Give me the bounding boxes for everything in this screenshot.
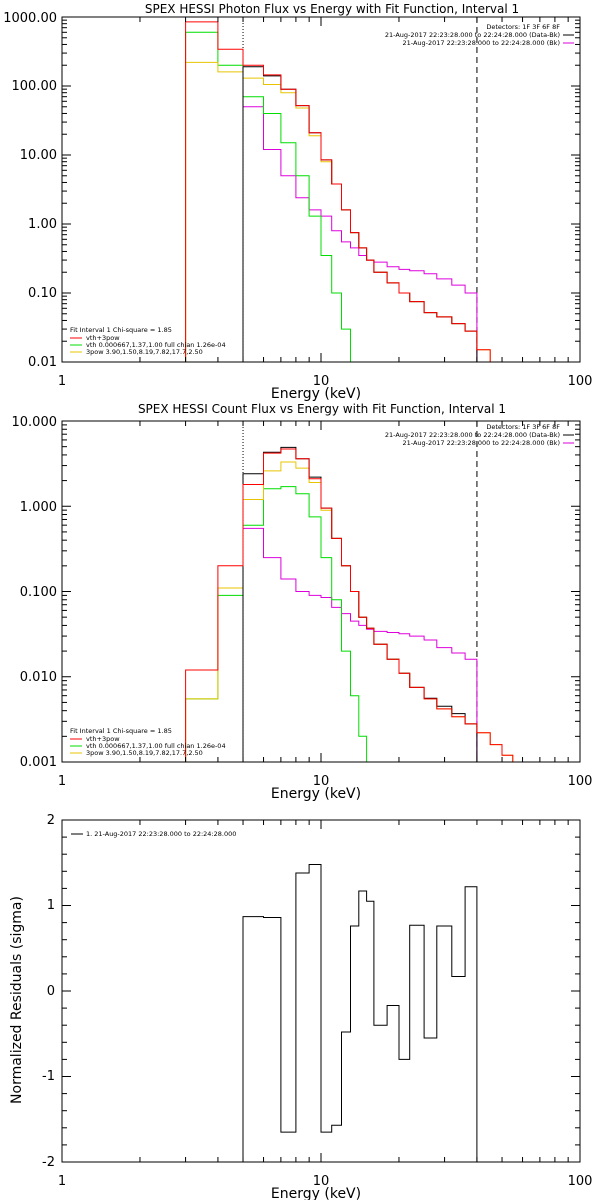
- residuals-y-tick-2: 2: [47, 813, 55, 828]
- count-flux-y-tick-0.010: 0.010: [20, 670, 57, 685]
- photon-flux-axes-frame: [61, 16, 581, 363]
- photon-flux-legend-total: vth+3pow: [86, 334, 120, 342]
- photon-flux-y-tick-0.01: 0.01: [28, 355, 57, 370]
- count-flux-legend-heading: Fit Interval 1 Chi-square = 1.85: [70, 727, 172, 735]
- count-flux-legend-total: vth+3pow: [86, 735, 120, 743]
- photon-flux-series-fit-thermal: [185, 31, 359, 363]
- count-flux-data-interval: 21-Aug-2017 22:23:28.000 to 22:24:28.000…: [385, 431, 560, 439]
- count-flux-y-tick-10.000: 10.000: [12, 415, 58, 430]
- count-flux-legend-thermal: vth 0.000667,1.37,1.00 full chian 1.26e-…: [86, 742, 226, 750]
- count-flux-bk-interval: 21-Aug-2017 22:23:28.000 to 22:24:28.000…: [403, 439, 560, 447]
- photon-flux-y-tick-100.00: 100.00: [12, 79, 58, 94]
- residuals-y-tick-minus2: -2: [42, 1155, 55, 1170]
- residuals-x-tick-10: 10: [313, 1174, 330, 1189]
- count-flux-info-box: Detectors: 1F 3F 6F 8F 21-Aug-2017 22:23…: [385, 423, 574, 447]
- residuals-plot-area: [242, 864, 478, 1162]
- count-flux-legend: Fit Interval 1 Chi-square = 1.85 vth+3po…: [70, 727, 226, 757]
- count-flux-x-label: Energy (keV): [271, 786, 361, 802]
- residuals-y-tick-1: 1: [47, 898, 55, 913]
- photon-flux-panel: SPEX HESSI Photon Flux vs Energy with Fi…: [3, 2, 592, 402]
- photon-flux-data-interval: 21-Aug-2017 22:23:28.000 to 22:24:28.000…: [385, 31, 560, 39]
- photon-flux-tick-marks: [61, 16, 581, 363]
- count-flux-plot-area: [185, 421, 523, 763]
- count-flux-series-background: [242, 527, 478, 762]
- residuals-legend: 1. 21-Aug-2017 22:23:28.000 to 22:24:28.…: [71, 830, 236, 838]
- photon-flux-y-tick-1.00: 1.00: [28, 217, 57, 232]
- count-flux-title: SPEX HESSI Count Flux vs Energy with Fit…: [138, 402, 506, 416]
- residuals-legend-entry: 1. 21-Aug-2017 22:23:28.000 to 22:24:28.…: [86, 830, 236, 838]
- photon-flux-x-label: Energy (keV): [271, 386, 361, 402]
- photon-flux-x-tick-10: 10: [313, 374, 330, 389]
- photon-flux-series-fit-total: [185, 21, 502, 363]
- count-flux-series-fit-powerlaw: [185, 461, 523, 763]
- residuals-y-tick-minus1: -1: [42, 1069, 55, 1084]
- photon-flux-legend-thermal: vth 0.000667,1.37,1.00 full chian 1.26e-…: [86, 341, 226, 349]
- count-flux-series-fit-total: [185, 448, 523, 763]
- residuals-x-tick-1: 1: [58, 1174, 66, 1189]
- photon-flux-detectors: Detectors: 1F 3F 6F 8F: [486, 23, 560, 31]
- residuals-tick-marks: [61, 819, 581, 1163]
- count-flux-series-fit-thermal: [185, 486, 374, 763]
- count-flux-x-tick-100: 100: [568, 774, 593, 789]
- photon-flux-x-tick-100: 100: [568, 374, 593, 389]
- photon-flux-x-tick-1: 1: [58, 374, 66, 389]
- count-flux-series-data: [242, 446, 478, 762]
- residuals-panel: 1 10 100 -2 -1 0 1 2 Energy (keV) Normal…: [9, 813, 592, 1200]
- photon-flux-legend: Fit Interval 1 Chi-square = 1.85 vth+3po…: [70, 326, 226, 356]
- count-flux-x-tick-1: 1: [58, 774, 66, 789]
- count-flux-x-tick-10: 10: [313, 774, 330, 789]
- count-flux-detectors: Detectors: 1F 3F 6F 8F: [486, 423, 560, 431]
- photon-flux-plot-area: [185, 17, 502, 363]
- count-flux-panel: SPEX HESSI Count Flux vs Energy with Fit…: [12, 402, 593, 802]
- residuals-x-tick-100: 100: [568, 1174, 593, 1189]
- photon-flux-bk-interval: 21-Aug-2017 22:23:28.000 to 22:24:28.000…: [403, 39, 560, 47]
- photon-flux-series-fit-powerlaw: [185, 61, 502, 363]
- residuals-x-label: Energy (keV): [271, 1186, 361, 1200]
- photon-flux-legend-powerlaw: 3pow 3.90,1.50,8.19,7.82,17.7,2.50: [86, 348, 203, 356]
- count-flux-y-tick-1.000: 1.000: [20, 500, 57, 515]
- count-flux-tick-marks: [61, 420, 581, 763]
- residuals-y-tick-0: 0: [47, 984, 55, 999]
- count-flux-axes-frame: [61, 420, 581, 763]
- photon-flux-series-data: [242, 66, 478, 362]
- photon-flux-y-tick-1000.00: 1000.00: [3, 11, 57, 26]
- count-flux-y-tick-0.100: 0.100: [20, 585, 57, 600]
- photon-flux-y-tick-10.00: 10.00: [20, 148, 57, 163]
- photon-flux-info-box: Detectors: 1F 3F 6F 8F 21-Aug-2017 22:23…: [385, 23, 574, 47]
- count-flux-y-tick-0.001: 0.001: [20, 755, 57, 770]
- count-flux-legend-powerlaw: 3pow 3.90,1.50,8.19,7.82,17.7,2.50: [86, 749, 203, 757]
- photon-flux-title: SPEX HESSI Photon Flux vs Energy with Fi…: [145, 2, 519, 16]
- photon-flux-series-background: [242, 106, 478, 362]
- residuals-y-label: Normalized Residuals (sigma): [9, 896, 25, 1104]
- photon-flux-legend-heading: Fit Interval 1 Chi-square = 1.85: [70, 326, 172, 334]
- residuals-series-residuals: [242, 864, 478, 1162]
- photon-flux-y-tick-0.10: 0.10: [28, 286, 57, 301]
